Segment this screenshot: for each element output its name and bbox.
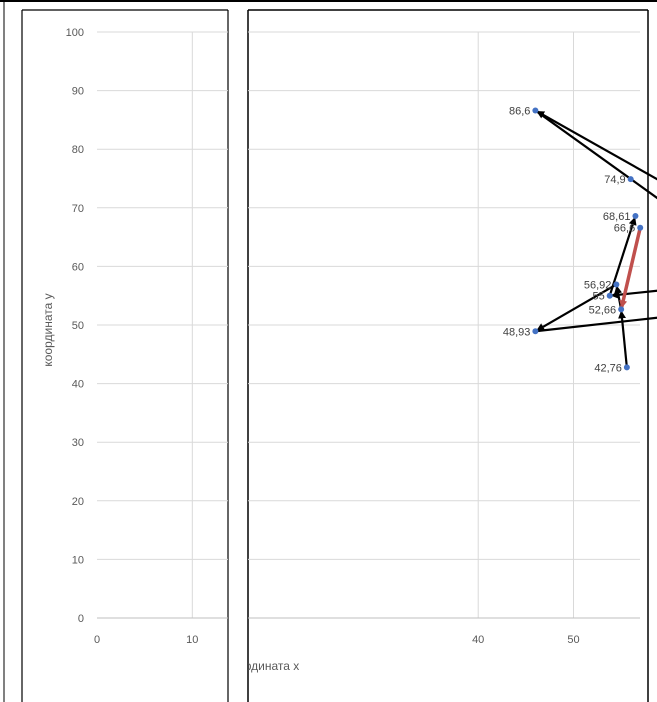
y-tick-label: 30 [72,437,84,449]
data-label: 86,6 [509,106,530,118]
data-point [623,364,630,371]
data-point [627,176,634,183]
y-tick-label: 20 [72,496,84,508]
path-arrow [534,109,657,200]
y-tick-label: 50 [72,320,84,332]
data-label: 42,76 [594,362,622,374]
highlight-arrow [619,227,642,309]
data-label: 74,9 [604,174,625,186]
y-tick-label: 40 [72,379,84,391]
data-point [632,212,639,219]
data-label: 66,6 [614,223,635,235]
y-tick-label: 10 [72,554,84,566]
path-arrow [536,110,657,181]
path-arrow [535,316,657,333]
data-point [606,292,613,299]
y-tick-label: 60 [72,261,84,273]
data-label: 48,93 [503,326,531,338]
x-axis-label: координата х [226,659,299,673]
data-point [613,281,620,288]
data-point [637,224,644,231]
x-tick-label: 50 [567,634,579,646]
path-arrow [536,283,617,332]
x-tick-label: 0 [94,634,100,646]
data-label: 56,92 [584,279,612,291]
data-point [532,107,539,114]
data-label: 52,66 [589,304,617,316]
data-label: 55 [592,291,604,303]
path-arrow [618,310,628,368]
y-tick-label: 80 [72,144,84,156]
data-point [618,306,625,313]
y-tick-label: 100 [66,27,84,39]
data-point [532,328,539,335]
y-tick-label: 70 [72,203,84,215]
path-arrow [610,289,657,299]
path-arrow [608,216,637,297]
x-tick-label: 40 [472,634,484,646]
y-tick-label: 90 [72,86,84,98]
y-tick-label: 0 [78,613,84,625]
y-axis-label: координата y [41,293,55,366]
x-tick-label: 10 [186,634,198,646]
data-label: 68,61 [603,211,631,223]
